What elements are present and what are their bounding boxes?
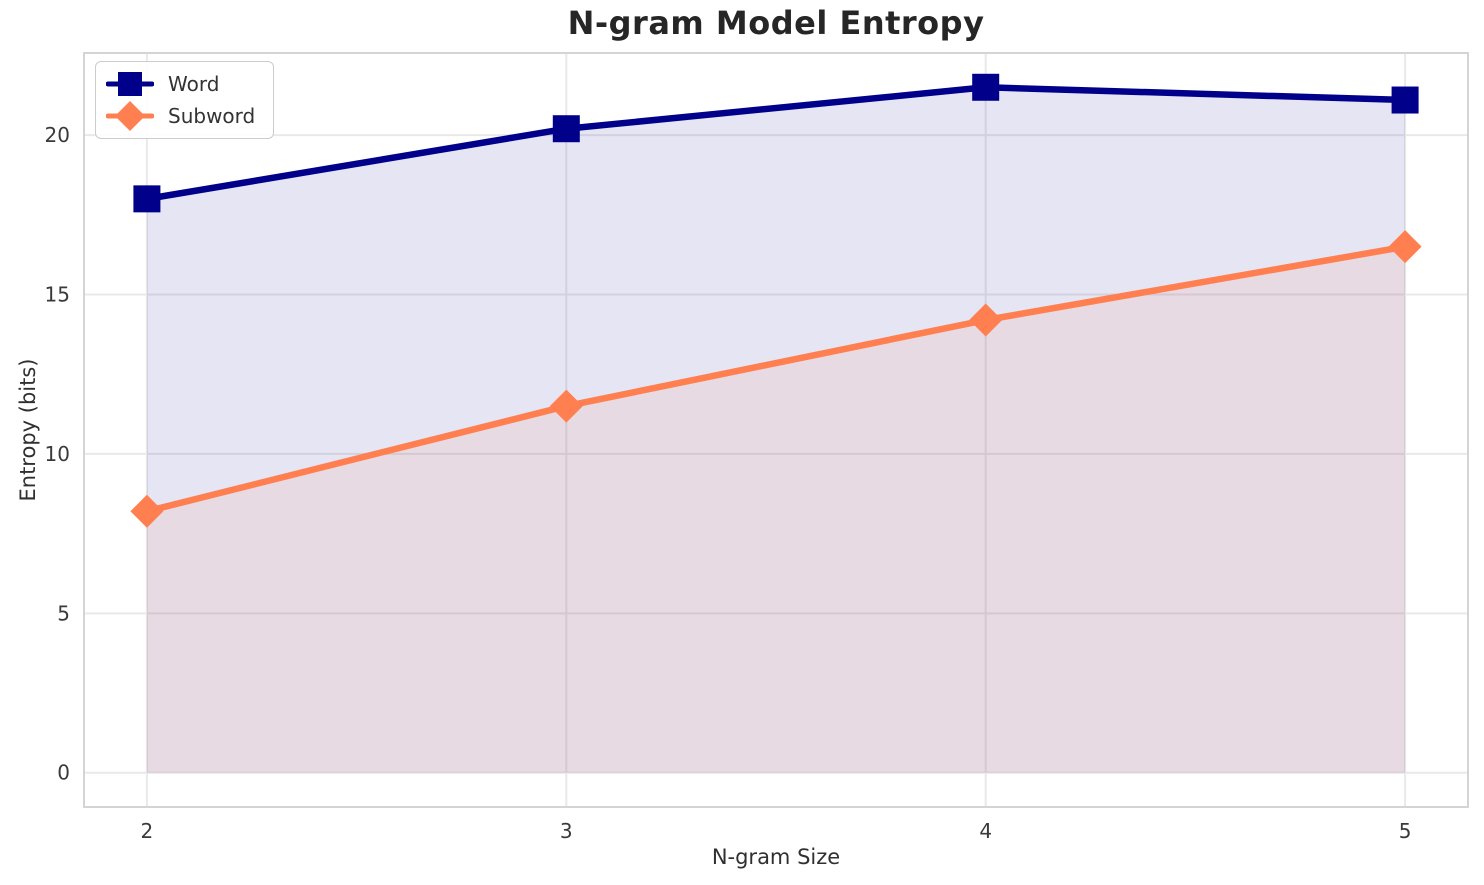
x-tick-label-4: 4 <box>979 819 992 843</box>
word-square-marker-icon <box>106 72 154 96</box>
word-point-4 <box>972 73 1000 101</box>
word-line <box>143 84 1409 203</box>
y-tick-label-0: 0 <box>57 761 70 785</box>
x-tick-label-2: 2 <box>141 819 154 843</box>
legend-label-subword: Subword <box>168 104 256 128</box>
subword-line <box>143 243 1409 515</box>
y-tick-label-10: 10 <box>45 442 70 466</box>
word-point-5 <box>1391 86 1419 114</box>
legend-item-word: Word <box>106 69 255 99</box>
chart-title: N-gram Model Entropy <box>567 4 985 42</box>
legend-label-word: Word <box>168 72 220 96</box>
subword-point-4 <box>969 303 1003 337</box>
subword-point-3 <box>549 389 583 423</box>
y-axis-label: Entropy (bits) <box>16 358 40 502</box>
word-area-fill <box>146 87 1406 773</box>
y-tick-label-5: 5 <box>57 601 70 625</box>
y-tick-label-15: 15 <box>45 283 70 307</box>
x-axis-label: N-gram Size <box>711 845 841 869</box>
x-tick-label-3: 3 <box>560 819 573 843</box>
subword-point-5 <box>1388 230 1422 264</box>
x-tick-label-5: 5 <box>1399 819 1412 843</box>
y-tick-label-20: 20 <box>45 123 70 147</box>
subword-point-2 <box>130 494 164 528</box>
subword-diamond-marker-icon <box>106 101 154 131</box>
word-point-2 <box>133 185 161 213</box>
subword-area-fill <box>146 246 1406 773</box>
word-point-3 <box>552 115 580 143</box>
legend-item-subword: Subword <box>106 101 255 131</box>
legend: Word Subword <box>95 61 275 139</box>
plot-border <box>83 52 1469 808</box>
